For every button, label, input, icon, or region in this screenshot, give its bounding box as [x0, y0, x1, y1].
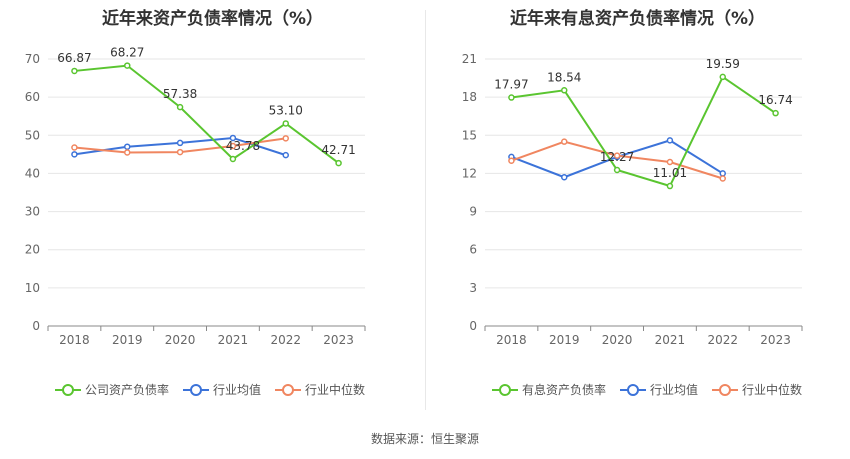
data-label: 68.27: [110, 46, 144, 60]
legend-left: 公司资产负债率 行业均值 行业中位数: [55, 381, 379, 398]
data-point: [176, 148, 184, 156]
data-point: [561, 138, 568, 145]
legend-swatch: [183, 383, 210, 396]
legend-item[interactable]: 行业中位数: [275, 381, 365, 398]
data-point: [772, 109, 779, 117]
x-tick-label: 2020: [602, 333, 633, 347]
debt-ratio-chart: 0 10 20 30 40 50 60 70 2018 2019 2020 2021 2022 2023 6…: [25, 46, 366, 347]
x-tick-label: 2022: [270, 333, 301, 347]
data-point: [508, 157, 515, 164]
data-point: [613, 166, 621, 174]
y-tick-label: 3: [469, 281, 477, 295]
legend-item[interactable]: 行业均值: [183, 381, 261, 398]
data-point: [71, 67, 78, 75]
x-tick-label: 2023: [760, 333, 791, 347]
data-point: [229, 142, 237, 150]
legend-label: 公司资产负债率: [85, 383, 170, 397]
y-tick-label: 12: [462, 166, 477, 180]
legend-item[interactable]: 行业中位数: [712, 381, 802, 398]
x-tick-label: 2020: [165, 333, 196, 347]
data-label: 43.78: [226, 139, 260, 153]
x-tick-label: 2021: [218, 333, 249, 347]
data-point: [176, 139, 184, 147]
x-tick-label: 2018: [59, 333, 90, 347]
y-tick-label: 6: [469, 243, 477, 257]
x-tick-label: 2021: [655, 333, 686, 347]
data-point: [335, 159, 342, 167]
data-point: [124, 143, 131, 150]
data-point: [71, 144, 78, 151]
series-line-0: [511, 75, 777, 188]
y-tick-label: 20: [25, 243, 40, 257]
data-point: [229, 134, 237, 142]
data-point: [666, 158, 674, 166]
data-label: 11.01: [653, 166, 687, 180]
data-point: [719, 175, 726, 182]
data-point: [282, 120, 289, 127]
y-tick-label: 60: [25, 90, 40, 104]
data-point: [508, 94, 515, 101]
data-point: [666, 182, 674, 190]
legend-label: 有息资产负债率: [522, 383, 607, 397]
data-point: [176, 103, 184, 111]
legend-item[interactable]: 公司资产负债率: [55, 381, 169, 398]
data-label: 66.87: [57, 51, 91, 65]
data-point: [71, 151, 78, 158]
legend-swatch: [712, 383, 739, 396]
chart-title-right: 近年来有息资产负债率情况（%）: [509, 9, 766, 29]
data-point: [229, 155, 237, 163]
legend-label: 行业中位数: [305, 383, 366, 397]
data-point: [124, 62, 131, 69]
data-label: 17.97: [494, 78, 528, 92]
data-label: 16.74: [758, 93, 792, 107]
legend-label: 行业均值: [650, 383, 699, 397]
y-tick-label: 40: [25, 166, 40, 180]
data-label: 19.59: [706, 57, 740, 71]
data-point: [613, 152, 621, 159]
legend-swatch: [620, 383, 647, 396]
data-point: [124, 149, 131, 156]
data-label: 42.71: [321, 143, 355, 157]
data-source: 数据来源：恒生聚源: [370, 432, 479, 446]
y-tick-label: 0: [469, 319, 477, 333]
legend-item[interactable]: 有息资产负债率: [492, 381, 606, 398]
panel-divider: [425, 10, 426, 410]
legend-right: 有息资产负债率 行业均值 行业中位数: [492, 381, 816, 398]
legend-item[interactable]: 行业均值: [620, 381, 698, 398]
y-tick-label: 18: [462, 90, 477, 104]
series-line-0: [74, 64, 340, 164]
legend-swatch: [275, 383, 302, 396]
legend-label: 行业均值: [213, 383, 262, 397]
y-tick-label: 10: [25, 281, 40, 295]
x-tick-label: 2019: [112, 333, 143, 347]
data-label: 18.54: [547, 70, 581, 84]
data-label: 57.38: [163, 87, 197, 101]
y-tick-label: 21: [462, 52, 477, 66]
x-tick-label: 2022: [707, 333, 738, 347]
legend-swatch: [55, 383, 81, 396]
interest-debt-ratio-chart: 0 3 6 9 12 15 18 21 2018 2019 2020 2021 2022 2023 17.9…: [462, 52, 803, 347]
data-label: 12.27: [600, 150, 634, 164]
x-tick-label: 2023: [323, 333, 354, 347]
y-tick-label: 70: [25, 52, 40, 66]
y-tick-label: 30: [25, 205, 40, 219]
y-tick-label: 0: [32, 319, 40, 333]
x-tick-label: 2018: [496, 333, 527, 347]
y-tick-label: 50: [25, 128, 40, 142]
y-tick-label: 9: [469, 205, 477, 219]
data-point: [561, 173, 568, 181]
data-point: [719, 73, 726, 81]
chart-title-left: 近年来资产负债率情况（%）: [101, 9, 324, 29]
data-point: [282, 151, 289, 159]
data-point: [561, 87, 568, 94]
y-tick-label: 15: [462, 128, 477, 142]
legend-swatch: [492, 383, 518, 396]
data-point: [282, 135, 289, 142]
data-point: [666, 137, 674, 144]
legend-label: 行业中位数: [742, 383, 803, 397]
x-tick-label: 2019: [549, 333, 580, 347]
data-point: [719, 170, 726, 177]
data-label: 53.10: [269, 103, 303, 117]
